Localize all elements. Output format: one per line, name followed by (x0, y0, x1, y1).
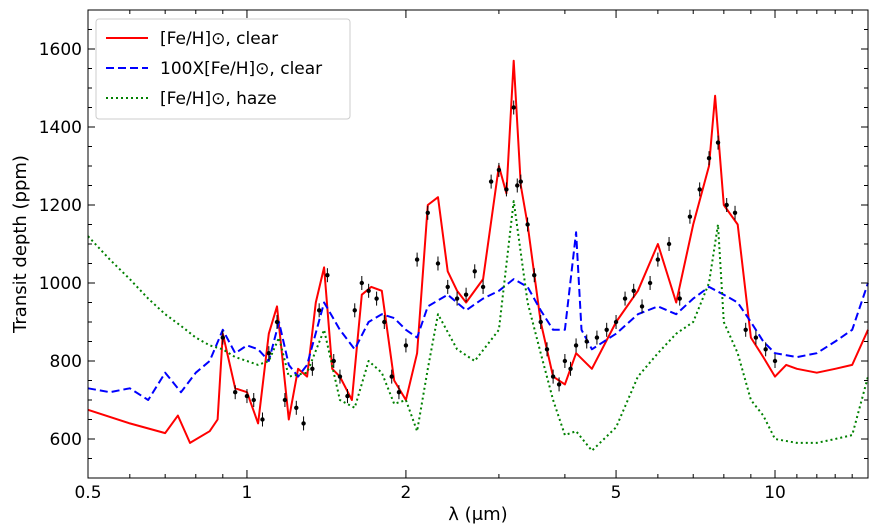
observation-point (504, 187, 509, 192)
observation-point (414, 257, 420, 262)
observation-point (763, 347, 768, 352)
observation-point (613, 319, 619, 325)
observation-point (294, 405, 299, 410)
observation-point (359, 280, 365, 286)
observation-point (445, 284, 450, 290)
observation-point (232, 390, 238, 395)
observation-point (472, 269, 477, 274)
observation-point (538, 319, 543, 325)
observation-point (732, 210, 738, 215)
observation-point (480, 284, 486, 290)
series-line-2 (87, 200, 869, 452)
y-tick-label: 600 (50, 430, 82, 450)
legend: [Fe/H]⊙, clear 100X[Fe/H]⊙, clear [Fe/H]… (95, 18, 351, 120)
observation-point (244, 393, 250, 399)
observation-point (666, 241, 672, 247)
legend-label-fe-h-haze: [Fe/H]⊙, haze (160, 89, 277, 109)
observation-point (488, 179, 494, 184)
observation-point (396, 390, 402, 395)
observation-point (220, 335, 225, 340)
observation-point (425, 210, 430, 215)
observation-point (706, 156, 712, 161)
observation-point (724, 202, 729, 208)
observation-point (301, 421, 306, 426)
observation-point (573, 343, 579, 348)
observation-point (345, 393, 350, 399)
observation-point (435, 261, 441, 266)
x-tick-label: 5 (611, 483, 622, 503)
observation-point (584, 339, 589, 344)
y-tick-label: 1000 (39, 274, 82, 294)
observation-point (463, 292, 469, 297)
observation-point (622, 296, 628, 301)
observation-point (556, 382, 562, 387)
observation-point (366, 288, 371, 293)
x-tick-label: 1 (242, 483, 253, 503)
y-axis-label: Transit depth (ppm) (10, 155, 31, 334)
observation-point (389, 374, 394, 379)
observation-point (677, 296, 682, 301)
x-tick-label: 10 (764, 483, 786, 503)
observation-point (687, 214, 693, 219)
observation-point (697, 187, 702, 192)
observation-point (594, 335, 600, 340)
y-tick-label: 1600 (39, 40, 82, 60)
observation-point (753, 335, 759, 340)
observation-point (639, 304, 645, 309)
series-line-0 (87, 59, 869, 444)
observation-point (525, 222, 530, 227)
observation-point (337, 374, 343, 379)
series-layer (87, 59, 869, 452)
observation-point (550, 374, 556, 379)
observation-point (282, 397, 288, 403)
x-axis-label: λ (μm) (448, 504, 507, 525)
x-tick-label: 2 (401, 483, 412, 503)
axis-ticks: 600 800 1000 1200 1400 1600 0.5 1 2 5 10 (39, 9, 869, 503)
observation-point (316, 308, 322, 313)
y-tick-label: 1200 (39, 196, 82, 216)
observation-point (454, 296, 460, 301)
observation-point (772, 358, 778, 364)
observation-point (274, 319, 280, 325)
observation-point (266, 351, 272, 356)
observation-point (562, 358, 568, 364)
observation-point (715, 140, 721, 145)
observation-point (631, 288, 636, 293)
observation-point (518, 179, 523, 184)
observation-point (655, 257, 661, 262)
y-tick-label: 1400 (39, 118, 82, 138)
observation-points (220, 100, 778, 431)
observation-point (403, 343, 409, 348)
observation-point (647, 280, 653, 286)
observation-point (515, 183, 520, 188)
y-tick-label: 800 (50, 352, 82, 372)
observation-point (496, 167, 502, 173)
observation-point (331, 358, 336, 364)
x-tick-label: 0.5 (74, 483, 101, 503)
observation-point (251, 397, 256, 403)
observation-point (743, 327, 748, 332)
observation-point (374, 296, 379, 301)
observation-point (352, 308, 357, 313)
observation-point (544, 347, 550, 352)
observation-point (511, 105, 516, 110)
series-line-1 (87, 231, 869, 401)
observation-point (260, 417, 265, 422)
legend-label-fe-h-clear: [Fe/H]⊙, clear (160, 29, 278, 49)
observation-point (325, 273, 330, 278)
observation-point (568, 366, 573, 371)
legend-label-100x-fe-h-clear: 100X[Fe/H]⊙, clear (160, 59, 322, 79)
observation-point (310, 366, 315, 371)
observation-point (604, 327, 609, 332)
legend-box (95, 18, 351, 120)
observation-point (382, 319, 387, 325)
observation-point (532, 273, 537, 278)
